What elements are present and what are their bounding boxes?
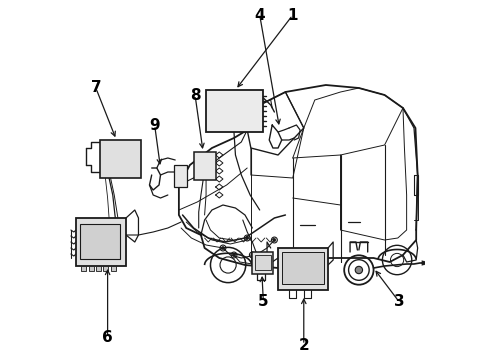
Circle shape	[233, 253, 236, 256]
Text: 7: 7	[91, 81, 101, 95]
Bar	[103, 266, 108, 271]
Bar	[194, 152, 216, 180]
Bar	[174, 165, 187, 187]
Text: 3: 3	[394, 294, 405, 310]
Bar	[111, 266, 116, 271]
Bar	[282, 252, 324, 284]
Text: 5: 5	[258, 294, 269, 310]
Bar	[81, 266, 86, 271]
Text: 4: 4	[254, 8, 265, 22]
Bar	[278, 248, 328, 290]
Bar	[254, 255, 270, 270]
Text: 8: 8	[190, 87, 200, 103]
Circle shape	[422, 261, 425, 265]
Text: 1: 1	[288, 8, 298, 22]
Circle shape	[273, 239, 276, 242]
Text: 2: 2	[298, 338, 309, 352]
Circle shape	[251, 253, 254, 256]
Bar	[96, 266, 101, 271]
Bar	[206, 90, 263, 132]
Bar	[100, 140, 141, 178]
Circle shape	[245, 237, 248, 239]
Text: 9: 9	[149, 117, 160, 132]
Bar	[80, 224, 120, 259]
Circle shape	[221, 247, 224, 249]
Text: 6: 6	[102, 330, 113, 346]
Bar	[76, 218, 126, 266]
Bar	[89, 266, 94, 271]
Bar	[252, 252, 273, 274]
Circle shape	[355, 266, 363, 274]
